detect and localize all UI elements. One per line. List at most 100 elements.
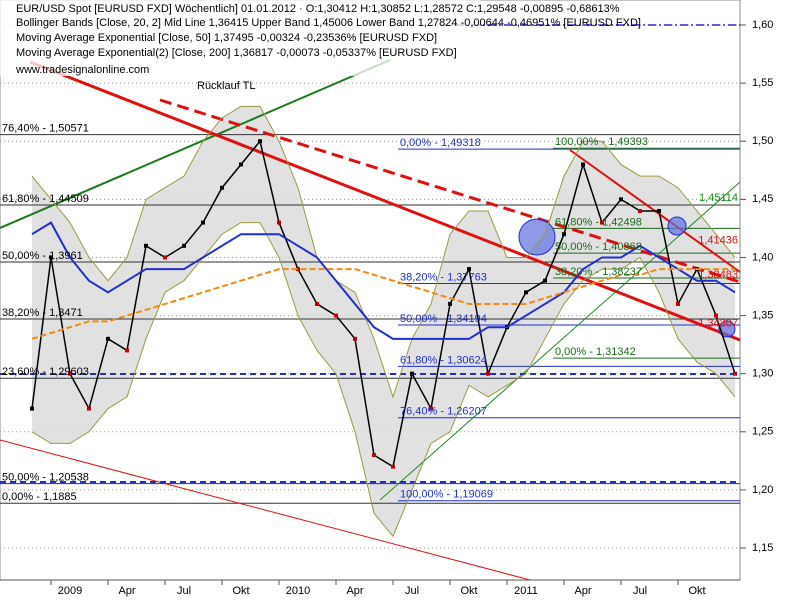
indicator-line <box>31 221 736 340</box>
x-tick-label: Jul <box>177 585 191 597</box>
price-point <box>600 220 604 225</box>
marker-circle <box>518 218 556 256</box>
x-tick-label: Okt <box>460 585 477 597</box>
price-point <box>258 139 262 144</box>
price-point <box>49 255 53 260</box>
fib-label: 50,00% - 1,40368 <box>555 241 642 253</box>
trend-line <box>0 439 531 581</box>
level-label: 1,38483 <box>698 269 738 281</box>
x-tick-label: 2009 <box>58 585 82 597</box>
price-point <box>581 162 585 167</box>
price-point <box>714 313 718 318</box>
legend-entry: Moving Average Exponential [Close, 50] 1… <box>16 32 437 44</box>
fib-label: 100,00% - 1,49393 <box>555 136 648 148</box>
y-tick-label: 1,50 <box>752 135 773 147</box>
level-label: 1,34307 <box>698 318 738 330</box>
price-point <box>429 406 433 411</box>
over-layer: 76,40% - 1,50571 61,80% - 1,44509 50,00% -… <box>2 105 738 538</box>
price-point <box>220 185 224 190</box>
price-point <box>30 406 34 411</box>
price-point <box>87 406 91 411</box>
x-tick-label: Apr <box>346 585 363 597</box>
price-point <box>353 336 357 341</box>
level-label: 1,41436 <box>698 235 738 247</box>
y-tick-label: 1,15 <box>752 542 773 554</box>
x-tick-label: Okt <box>688 585 705 597</box>
fib-label: 50,00% - 1,34194 <box>400 313 487 325</box>
x-tick-label: Apr <box>574 585 591 597</box>
y-tick-label: 1,40 <box>752 251 773 263</box>
price-point <box>619 197 623 202</box>
price-point <box>182 243 186 248</box>
fib-label: 0,00% - 1,1885 <box>2 491 77 503</box>
price-point <box>296 267 300 272</box>
price-point <box>68 371 72 376</box>
price-point <box>144 243 148 248</box>
y-tick-label: 1,25 <box>752 426 773 438</box>
source: www.tradesignalonline.com <box>15 64 149 76</box>
y-tick-label: 1,55 <box>752 77 773 89</box>
price-point <box>239 162 243 167</box>
legend-entry: Bollinger Bands [Close, 20, 2] Mid Line … <box>16 17 641 29</box>
fib-label: 0,00% - 1,31342 <box>555 346 636 358</box>
marker-circle <box>718 320 736 338</box>
legend-entry: EUR/USD Spot [EURUSD FXD] Wöchentlich] 0… <box>16 3 620 15</box>
x-tick-label: Jul <box>633 585 647 597</box>
y-tick-label: 1,35 <box>752 309 773 321</box>
trend-line <box>29 60 741 342</box>
price-point <box>524 290 528 295</box>
fib-label: 23,60% - 1,29603 <box>2 366 89 378</box>
y-tick-label: 1,45 <box>752 193 773 205</box>
fib-label: 38,20% - 1,37763 <box>400 271 487 283</box>
annotation: Rücklauf TL <box>197 80 256 92</box>
fib-label: 50,00% - 1,3961 <box>2 250 83 262</box>
fib-label: 76,40% - 1,26207 <box>400 406 487 418</box>
y-tick-label: 1,60 <box>752 19 773 31</box>
fib-label: 61,80% - 1,42498 <box>555 216 642 228</box>
price-point <box>657 208 661 213</box>
x-tick-label: Okt <box>232 585 249 597</box>
price-point <box>277 220 281 225</box>
x-tick-label: Apr <box>118 585 135 597</box>
price-point <box>410 371 414 376</box>
indicator-line <box>31 268 735 340</box>
price-point <box>467 267 471 272</box>
x-tick-label: 2011 <box>514 585 538 597</box>
price-point <box>315 301 319 306</box>
level-label: 1,45114 <box>699 192 738 204</box>
x-tick-label: Jul <box>405 585 419 597</box>
price-point <box>201 220 205 225</box>
marker-circle <box>667 216 687 236</box>
price-point <box>372 453 376 458</box>
price-point <box>543 278 547 283</box>
y-tick-label: 1,20 <box>752 484 773 496</box>
indicator-line <box>31 105 736 399</box>
fib-label: 38,20% - 1,3471 <box>2 307 83 319</box>
y-tick-label: 1,30 <box>752 368 773 380</box>
price-point <box>106 336 110 341</box>
price-point <box>125 348 129 353</box>
fib-label: 38,20% - 1,38237 <box>555 266 642 278</box>
price-point <box>334 313 338 318</box>
fib-label: 76,40% - 1,50571 <box>2 122 89 134</box>
price-point <box>486 371 490 376</box>
x-tick-label: 2010 <box>286 585 310 597</box>
legend-entry: Moving Average Exponential(2) [Close, 20… <box>16 47 457 59</box>
trend-line <box>159 98 741 284</box>
legend-backdrop <box>0 0 480 76</box>
price-point <box>638 208 642 213</box>
price-point <box>676 301 680 306</box>
price-line <box>31 139 736 468</box>
indicator-line <box>31 222 736 538</box>
fib-label: 0,00% - 1,49318 <box>400 137 481 149</box>
price-point <box>733 371 737 376</box>
price-point <box>448 301 452 306</box>
trend-line <box>0 59 391 229</box>
fib-label: 100,00% - 1,19069 <box>400 489 493 501</box>
fib-label: 50,00% - 1,20538 <box>2 472 89 484</box>
price-point <box>163 255 167 260</box>
fib-label: 61,80% - 1,44509 <box>2 193 89 205</box>
price-point <box>562 232 566 237</box>
